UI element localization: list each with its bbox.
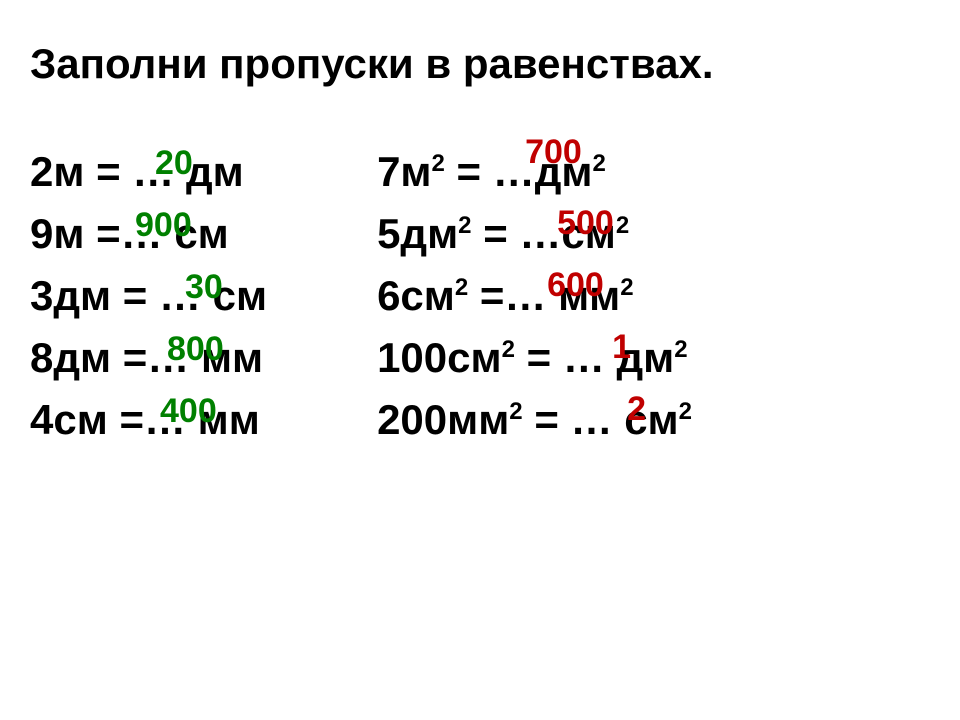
lhs: 4см [30,396,108,443]
lhs: 2м [30,148,84,195]
equations-container: 2м = … дм 20 9м =… см 900 3дм = … см 30 … [30,148,930,444]
lhs: 3дм [30,272,111,319]
lhs: 9м [30,210,84,257]
answer: 700 [525,133,582,172]
lhs: 100см2 [377,334,515,381]
equation-left-3: 8дм =… мм 800 [30,334,267,382]
left-column: 2м = … дм 20 9м =… см 900 3дм = … см 30 … [30,148,267,444]
answer: 30 [185,268,223,307]
lhs: 7м2 [377,148,445,195]
equation-right-3: 100см2 = … дм2 1 [377,334,692,382]
answer: 1 [612,328,631,367]
equation-left-0: 2м = … дм 20 [30,148,267,196]
rhs-unit: дм [186,148,244,195]
lhs: 200мм2 [377,396,523,443]
equation-left-2: 3дм = … см 30 [30,272,267,320]
page-title: Заполни пропуски в равенствах. [30,40,930,88]
answer: 600 [547,266,604,305]
answer: 400 [160,392,217,431]
answer: 900 [135,206,192,245]
lhs: 5дм2 [377,210,471,257]
equation-right-0: 7м2 = …дм2 700 [377,148,692,196]
equation-right-2: 6см2 =… мм2 600 [377,272,692,320]
right-column: 7м2 = …дм2 700 5дм2 = …см2 500 6см2 =… м… [377,148,692,444]
equation-right-4: 200мм2 = … см2 2 [377,396,692,444]
answer: 2 [627,390,646,429]
lhs: 8дм [30,334,111,381]
answer: 800 [167,330,224,369]
answer: 500 [557,204,614,243]
equation-left-4: 4см =… мм 400 [30,396,267,444]
equation-right-1: 5дм2 = …см2 500 [377,210,692,258]
equation-left-1: 9м =… см 900 [30,210,267,258]
lhs: 6см2 [377,272,468,319]
answer: 20 [155,144,193,183]
